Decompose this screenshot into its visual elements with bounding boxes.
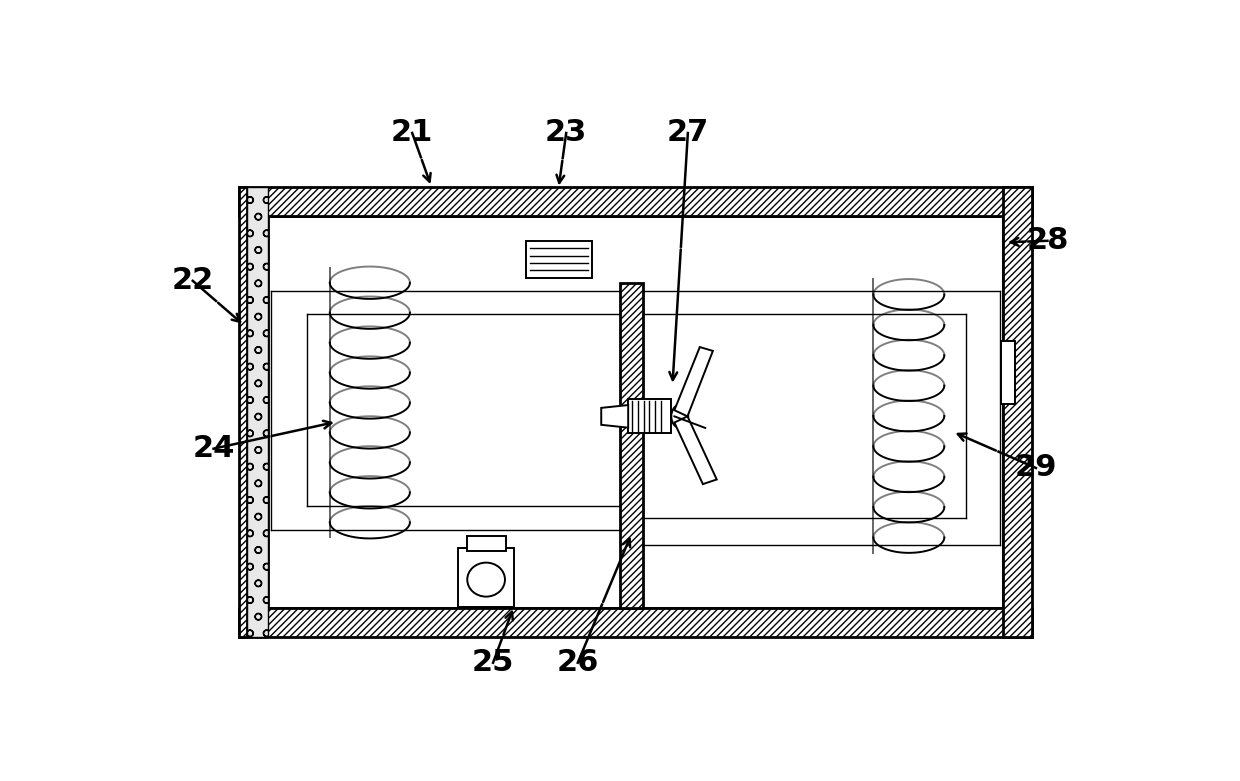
Text: 21: 21 bbox=[391, 119, 434, 148]
Bar bbox=[459, 548, 513, 607]
Text: 24: 24 bbox=[192, 434, 234, 463]
Polygon shape bbox=[675, 347, 713, 416]
Bar bbox=[268, 216, 1003, 608]
Bar bbox=[239, 608, 1032, 637]
Bar bbox=[247, 187, 268, 637]
Bar bbox=[1003, 187, 1032, 637]
Polygon shape bbox=[601, 405, 629, 428]
Text: 23: 23 bbox=[546, 119, 588, 148]
Ellipse shape bbox=[671, 405, 688, 428]
Bar bbox=[1001, 341, 1016, 405]
Bar bbox=[466, 536, 506, 551]
Bar bbox=[239, 187, 247, 637]
Polygon shape bbox=[675, 416, 717, 484]
Ellipse shape bbox=[467, 562, 505, 597]
Text: 28: 28 bbox=[1027, 226, 1069, 255]
Text: 29: 29 bbox=[1014, 454, 1058, 483]
Bar bbox=[629, 399, 671, 433]
Text: 27: 27 bbox=[667, 119, 709, 148]
Bar bbox=[239, 187, 1032, 216]
Bar bbox=[620, 283, 644, 608]
Text: 25: 25 bbox=[472, 648, 515, 677]
Text: 22: 22 bbox=[171, 266, 213, 295]
Text: 26: 26 bbox=[557, 648, 599, 677]
Bar bbox=[526, 241, 591, 278]
